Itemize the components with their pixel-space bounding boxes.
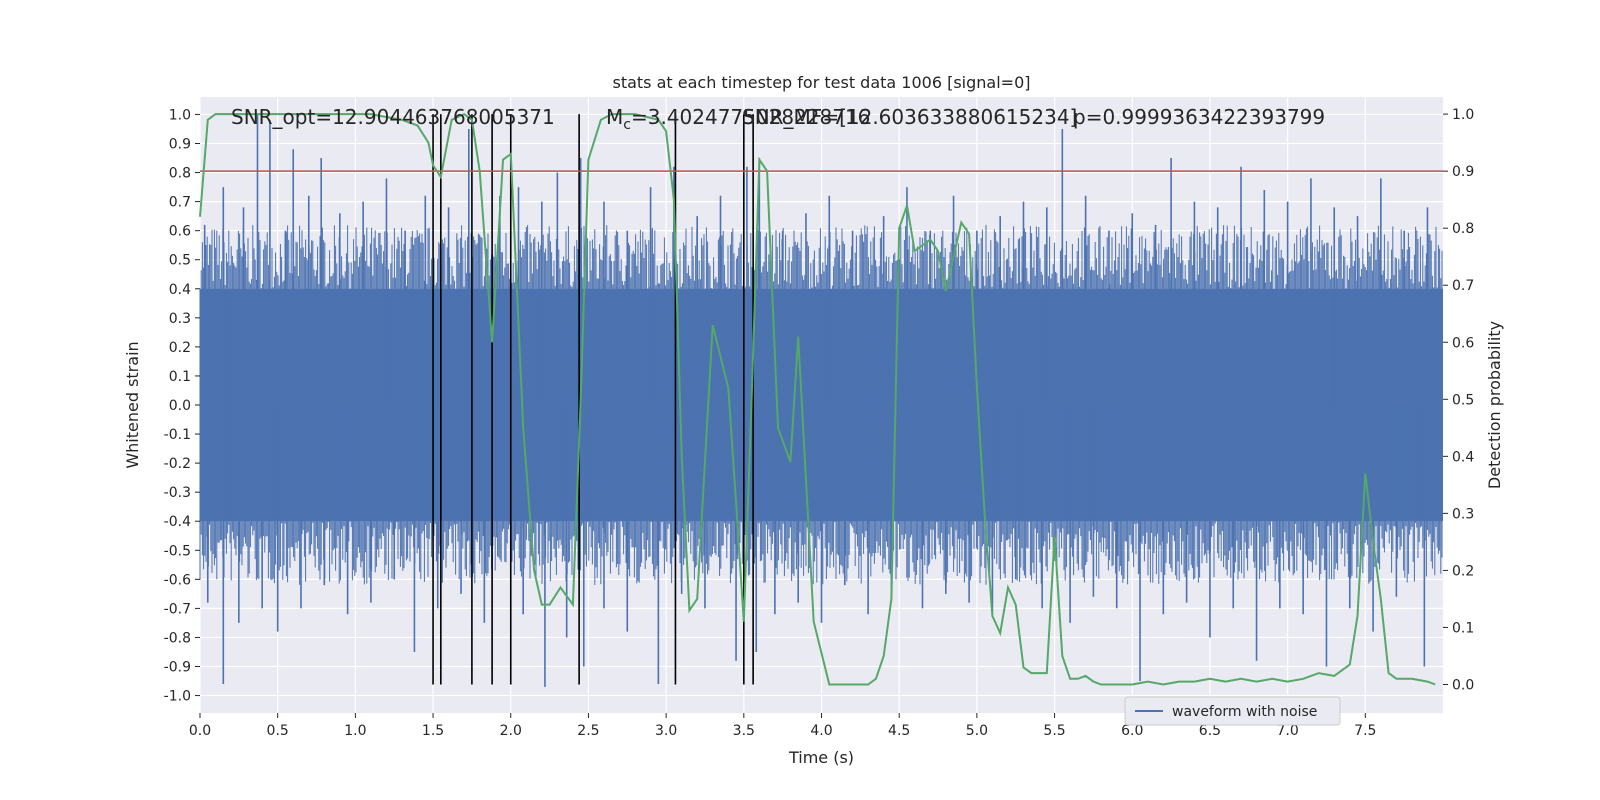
x-tick-label: 4.0 (810, 723, 832, 739)
left-y-tick-label: -0.9 (164, 660, 191, 676)
left-y-tick-label: -0.5 (164, 543, 191, 559)
x-tick-label: 2.0 (500, 723, 522, 739)
right-y-tick-label: 0.0 (1452, 677, 1474, 693)
detection-probability-line (199, 112, 1436, 686)
x-tick-label: 1.0 (344, 723, 366, 739)
left-y-tick-labels: 1.0 0.9 0.8 0.7 0.6 0.5 0.4 0.3 0.2 0.1 0.0 -0.1 -0.… (164, 107, 200, 705)
vertical-markers (432, 114, 754, 685)
left-y-tick-label: -0.2 (164, 456, 191, 472)
left-y-tick-label: 0.1 (169, 369, 191, 385)
right-y-tick-label: 0.6 (1452, 335, 1474, 351)
right-y-tick-label: 0.2 (1452, 563, 1474, 579)
x-tick-label: 2.5 (577, 723, 599, 739)
waveform-series (199, 114, 1443, 687)
right-y-tick-label: 0.5 (1452, 392, 1474, 408)
legend-box (1124, 696, 1341, 726)
right-y-tick-label: 0.9 (1452, 164, 1474, 180)
x-tick-label: 0.5 (267, 723, 289, 739)
right-y-tick-label: 0.7 (1452, 278, 1474, 294)
x-tick-label: 0.0 (189, 723, 211, 739)
x-tick-label: 3.0 (655, 723, 677, 739)
left-y-tick-label: 0.5 (169, 253, 191, 269)
left-y-tick-label: -0.4 (164, 514, 191, 530)
x-tick-label: 5.0 (966, 723, 988, 739)
x-tick-label: 1.5 (422, 723, 444, 739)
x-tick-label: 6.5 (1199, 723, 1221, 739)
x-tick-label: 7.0 (1276, 723, 1298, 739)
annotation-snr-opt: SNR_opt=12.904463768005371 (231, 105, 555, 129)
x-tick-labels: 0.0 0.5 1.0 1.5 2.0 2.5 3.0 3.5 4.0 4.5 5.0 5.5 6.0 6… (189, 713, 1376, 739)
right-y-axis-label: Detection probability (1485, 321, 1504, 489)
x-tick-label: 6.0 (1121, 723, 1143, 739)
left-y-tick-label: 0.3 (169, 311, 191, 327)
right-y-tick-label: 0.8 (1452, 221, 1474, 237)
left-y-tick-label: -0.1 (164, 427, 191, 443)
legend: waveform with noise (1124, 696, 1341, 726)
annotation-chirp-mass: Mc=3.4024775028228716 (606, 105, 870, 133)
left-y-tick-label: -0.7 (164, 601, 191, 617)
left-y-tick-label: -0.8 (164, 630, 191, 646)
left-y-tick-label: 0.2 (169, 340, 191, 356)
x-tick-label: 4.5 (888, 723, 910, 739)
left-y-tick-label: 0.0 (169, 398, 191, 414)
left-y-axis-label: Whitened strain (123, 341, 142, 468)
x-axis-label: Time (s) (788, 748, 854, 767)
right-y-tick-label: 0.4 (1452, 449, 1474, 465)
x-tick-label: 3.5 (733, 723, 755, 739)
left-y-tick-label: 0.8 (169, 166, 191, 182)
chart-title: stats at each timestep for test data 100… (612, 73, 1030, 92)
left-y-tick-label: 1.0 (169, 107, 191, 123)
x-tick-label: 5.5 (1043, 723, 1065, 739)
left-y-tick-label: -0.6 (164, 572, 191, 588)
annotation-snr-mf: SNR_MF=[12.603633880615234] (742, 105, 1077, 129)
right-y-tick-label: 0.1 (1452, 620, 1474, 636)
legend-label: waveform with noise (1172, 704, 1317, 720)
left-y-tick-label: 0.9 (169, 136, 191, 152)
left-y-tick-label: -0.3 (164, 485, 191, 501)
left-y-tick-label: -1.0 (164, 689, 191, 705)
annotation-probability: p=0.9999363422393799 (1073, 105, 1325, 129)
left-y-tick-label: 0.6 (169, 224, 191, 240)
right-y-tick-label: 1.0 (1452, 107, 1474, 123)
x-tick-label: 7.5 (1354, 723, 1376, 739)
left-y-tick-label: 0.4 (169, 282, 191, 298)
right-y-tick-labels: 1.0 0.9 0.8 0.7 0.6 0.5 0.4 0.3 0.2 0.1 0.0 (1443, 107, 1474, 693)
right-y-tick-label: 0.3 (1452, 506, 1474, 522)
left-y-tick-label: 0.7 (169, 195, 191, 211)
